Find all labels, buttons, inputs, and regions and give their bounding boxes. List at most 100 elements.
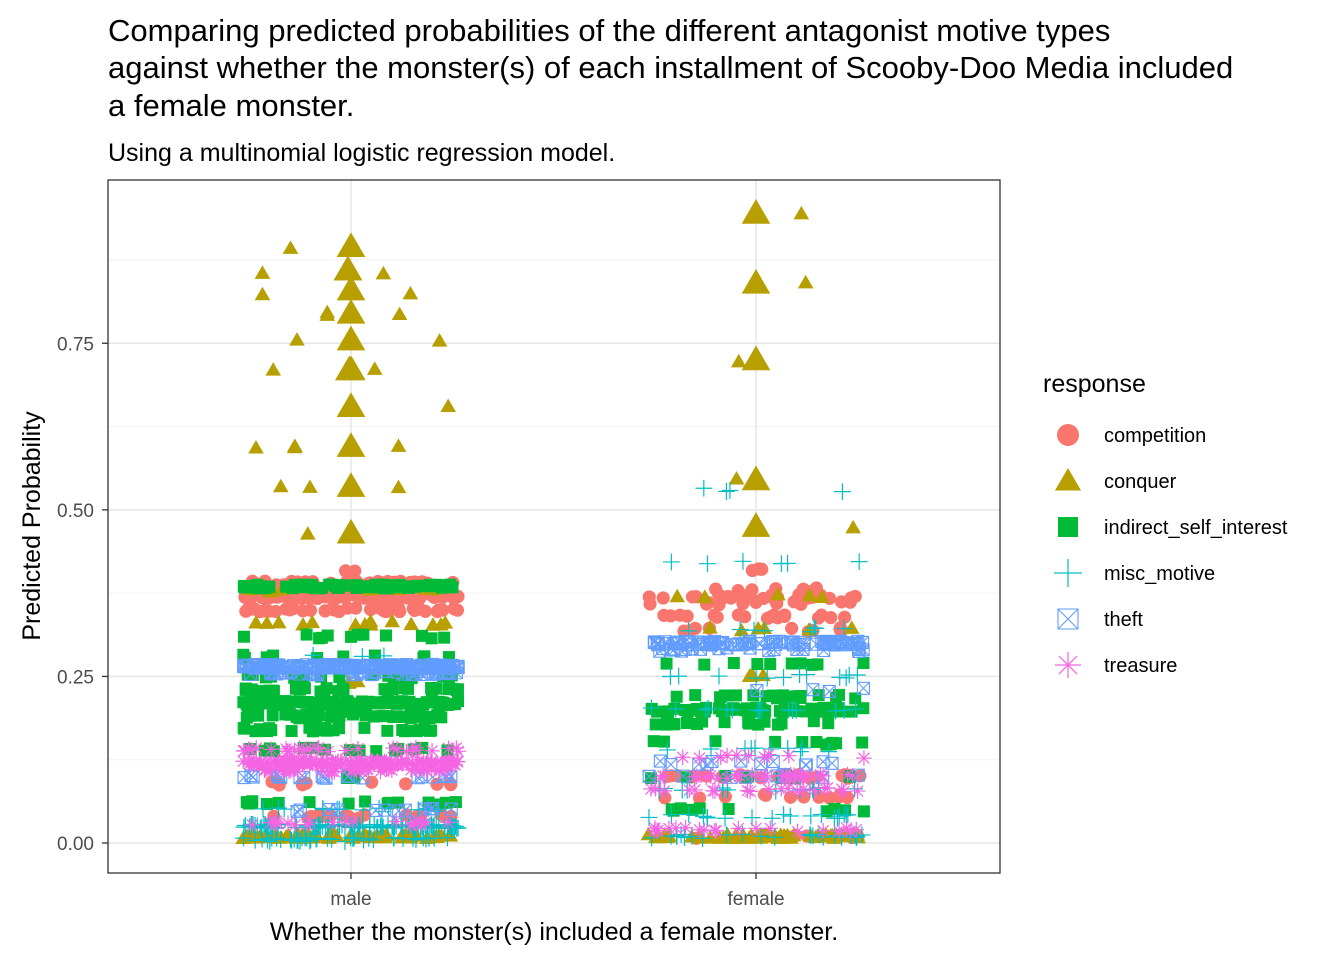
point-competition bbox=[822, 791, 837, 805]
point-misc-motive bbox=[717, 483, 735, 500]
point-conquer bbox=[336, 275, 366, 301]
point-indirect-self-interest bbox=[290, 710, 303, 723]
point-indirect-self-interest bbox=[696, 715, 709, 728]
point-misc-motive bbox=[336, 833, 354, 850]
point-treasure bbox=[795, 781, 812, 797]
point-conquer bbox=[282, 240, 299, 254]
point-indirect-self-interest bbox=[387, 711, 400, 724]
chart-title-line-1: Comparing predicted probabilities of the… bbox=[108, 13, 1110, 48]
x-tick-label: male bbox=[330, 889, 371, 910]
point-misc-motive bbox=[793, 739, 811, 757]
point-treasure bbox=[310, 739, 327, 756]
point-competition bbox=[748, 594, 763, 608]
point-indirect-self-interest bbox=[342, 797, 355, 810]
point-indirect-self-interest bbox=[727, 657, 740, 670]
point-treasure bbox=[780, 780, 796, 797]
point-indirect-self-interest bbox=[649, 718, 662, 731]
point-competition bbox=[643, 597, 657, 611]
point-conquer bbox=[336, 472, 366, 497]
point-conquer bbox=[319, 307, 336, 321]
point-theft bbox=[817, 643, 831, 658]
point-misc-motive bbox=[680, 806, 698, 823]
point-treasure bbox=[815, 822, 831, 839]
point-misc-motive bbox=[848, 666, 866, 684]
point-treasure bbox=[650, 822, 666, 839]
point-theft bbox=[398, 803, 412, 817]
point-indirect-self-interest bbox=[857, 805, 870, 818]
point-indirect-self-interest bbox=[249, 725, 262, 738]
point-conquer bbox=[333, 255, 363, 281]
point-treasure bbox=[314, 762, 330, 779]
point-misc-motive bbox=[758, 669, 776, 687]
point-treasure bbox=[643, 781, 659, 797]
point-competition bbox=[712, 598, 726, 612]
point-treasure bbox=[338, 742, 354, 759]
point-theft bbox=[444, 802, 458, 816]
point-misc-motive bbox=[751, 701, 769, 719]
point-treasure bbox=[252, 754, 269, 770]
point-treasure bbox=[711, 770, 727, 787]
point-misc-motive bbox=[270, 799, 287, 817]
point-treasure bbox=[760, 746, 777, 763]
point-indirect-self-interest bbox=[240, 711, 253, 724]
point-indirect-self-interest bbox=[857, 656, 870, 669]
point-treasure bbox=[274, 760, 291, 777]
point-misc-motive bbox=[833, 828, 851, 846]
point-indirect-self-interest bbox=[432, 695, 445, 708]
point-treasure bbox=[762, 820, 779, 837]
point-conquer bbox=[669, 588, 686, 603]
point-treasure bbox=[835, 783, 852, 800]
point-conquer bbox=[793, 205, 810, 220]
point-theft bbox=[656, 642, 670, 656]
point-treasure bbox=[691, 750, 708, 766]
point-misc-motive bbox=[835, 806, 853, 823]
point-misc-motive bbox=[825, 809, 843, 827]
point-conquer bbox=[402, 285, 419, 300]
point-indirect-self-interest bbox=[305, 579, 318, 592]
point-theft bbox=[816, 755, 830, 769]
point-conquer bbox=[720, 830, 737, 844]
point-misc-motive bbox=[354, 801, 372, 819]
point-conquer bbox=[336, 298, 366, 324]
point-misc-motive bbox=[830, 807, 848, 825]
legend-item-competition: competition bbox=[1057, 424, 1206, 447]
y-tick-label: 0.00 bbox=[57, 834, 94, 855]
point-indirect-self-interest bbox=[718, 716, 731, 729]
point-misc-motive bbox=[742, 740, 760, 757]
legend-label: misc_motive bbox=[1104, 563, 1215, 585]
point-misc-motive bbox=[345, 829, 363, 847]
point-indirect-self-interest bbox=[660, 718, 673, 731]
point-treasure bbox=[418, 754, 435, 770]
legend-key-competition bbox=[1057, 424, 1079, 446]
point-treasure bbox=[812, 766, 829, 783]
point-treasure bbox=[719, 747, 735, 764]
point-conquer bbox=[776, 827, 792, 842]
point-indirect-self-interest bbox=[442, 683, 455, 696]
point-indirect-self-interest bbox=[398, 725, 411, 738]
point-treasure bbox=[848, 821, 865, 838]
legend-label: theft bbox=[1104, 609, 1143, 631]
point-indirect-self-interest bbox=[351, 628, 364, 641]
point-misc-motive bbox=[659, 741, 676, 759]
point-indirect-self-interest bbox=[401, 682, 414, 695]
point-competition bbox=[738, 610, 752, 624]
point-misc-motive bbox=[702, 740, 720, 758]
point-misc-motive bbox=[807, 619, 825, 637]
legend-title: response bbox=[1043, 370, 1146, 398]
point-indirect-self-interest bbox=[785, 657, 798, 670]
point-treasure bbox=[400, 755, 417, 772]
point-misc-motive bbox=[766, 828, 784, 846]
point-treasure bbox=[831, 823, 847, 839]
point-conquer bbox=[741, 465, 771, 491]
point-indirect-self-interest bbox=[327, 724, 340, 737]
point-competition bbox=[447, 591, 461, 605]
point-conquer bbox=[797, 274, 814, 289]
point-indirect-self-interest bbox=[681, 705, 694, 718]
y-tick-label: 0.25 bbox=[57, 667, 94, 688]
point-indirect-self-interest bbox=[787, 703, 800, 716]
point-indirect-self-interest bbox=[266, 709, 279, 722]
point-indirect-self-interest bbox=[805, 658, 818, 671]
point-treasure bbox=[445, 755, 461, 772]
point-competition bbox=[399, 777, 413, 791]
